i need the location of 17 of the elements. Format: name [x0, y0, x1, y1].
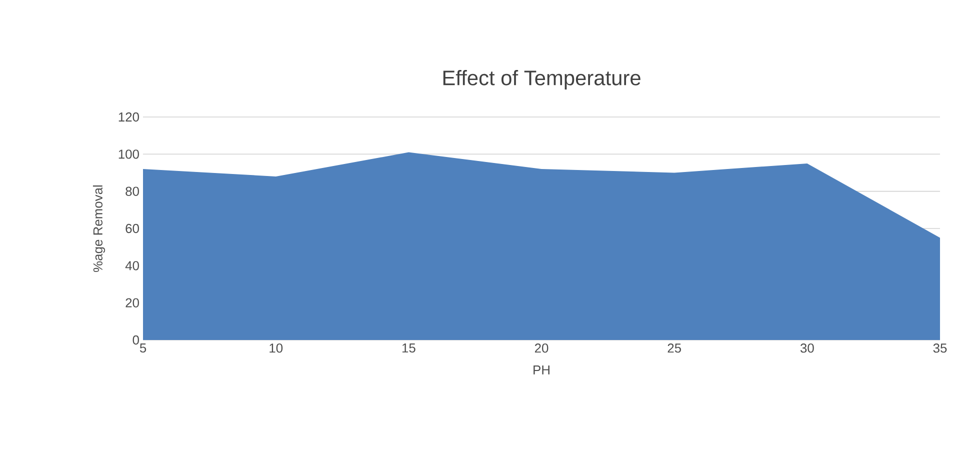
y-tick-label: 100	[118, 150, 139, 159]
y-tick-label: 120	[118, 112, 139, 122]
x-tick-label: 35	[933, 344, 947, 353]
y-tick-label: 40	[125, 261, 139, 270]
chart-title: Effect of Temperature	[443, 70, 640, 90]
x-tick-label: 15	[402, 344, 416, 353]
y-tick-label: 20	[126, 298, 139, 308]
y-tick-label: 0	[132, 335, 139, 345]
y-tick-label: 80	[126, 186, 139, 196]
x-tick-label: 10	[270, 344, 283, 353]
y-tick-label: 60	[126, 224, 139, 234]
y-axis-title: %age Removal	[92, 185, 106, 272]
x-axis-title: PH	[534, 366, 550, 374]
x-tick-label: 30	[800, 344, 814, 353]
x-tick-label: 20	[534, 344, 548, 353]
x-tick-label: 25	[668, 344, 681, 353]
x-tick-label: 5	[140, 344, 146, 353]
